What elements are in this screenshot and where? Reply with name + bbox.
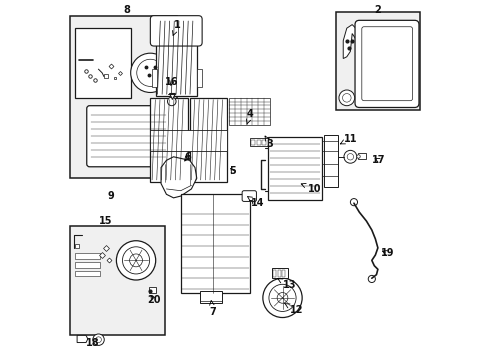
Circle shape: [269, 284, 296, 311]
Text: 5: 5: [229, 166, 236, 176]
Bar: [190, 98, 227, 182]
Circle shape: [277, 293, 288, 303]
Bar: [272, 268, 288, 278]
Bar: [150, 130, 227, 152]
Text: 4: 4: [246, 109, 254, 124]
FancyBboxPatch shape: [150, 16, 202, 46]
FancyBboxPatch shape: [362, 27, 413, 101]
Circle shape: [137, 59, 164, 86]
Bar: [75, 253, 100, 258]
Circle shape: [263, 278, 302, 318]
Bar: [75, 271, 100, 276]
Bar: [75, 28, 131, 98]
Bar: [282, 270, 285, 277]
Text: 3: 3: [265, 136, 273, 149]
Bar: [268, 140, 271, 145]
Text: 13: 13: [278, 279, 296, 291]
Text: 10: 10: [301, 183, 321, 194]
Text: 7: 7: [210, 301, 216, 317]
Text: 19: 19: [381, 248, 394, 258]
Bar: [336, 12, 420, 111]
Circle shape: [368, 275, 375, 283]
Text: 15: 15: [99, 216, 112, 226]
Text: 8: 8: [123, 5, 130, 15]
Bar: [250, 138, 292, 146]
FancyBboxPatch shape: [87, 106, 171, 167]
Circle shape: [131, 53, 170, 93]
Bar: [277, 270, 281, 277]
Text: 18: 18: [86, 338, 100, 347]
Bar: [152, 69, 157, 87]
Text: 20: 20: [147, 295, 161, 305]
Bar: [229, 98, 270, 125]
Circle shape: [168, 97, 176, 106]
Text: 12: 12: [285, 303, 303, 315]
Bar: [197, 69, 202, 87]
Bar: [358, 153, 367, 159]
FancyBboxPatch shape: [355, 20, 419, 108]
Bar: [70, 16, 177, 178]
Bar: [273, 140, 277, 145]
Text: 11: 11: [341, 134, 357, 144]
Bar: [156, 19, 197, 96]
Text: 9: 9: [108, 191, 115, 201]
Bar: [251, 140, 255, 145]
Text: 1: 1: [172, 19, 180, 36]
Circle shape: [350, 199, 358, 206]
Bar: [278, 140, 282, 145]
Circle shape: [347, 154, 354, 160]
Text: 2: 2: [374, 5, 381, 15]
Bar: [148, 287, 156, 293]
Bar: [75, 262, 100, 267]
Bar: [273, 270, 276, 277]
Bar: [268, 137, 322, 200]
Circle shape: [130, 254, 143, 267]
Bar: [262, 140, 266, 145]
FancyBboxPatch shape: [242, 191, 256, 202]
Circle shape: [96, 337, 101, 342]
Bar: [70, 226, 165, 336]
Bar: [257, 140, 261, 145]
Polygon shape: [161, 157, 197, 198]
Circle shape: [344, 150, 357, 163]
Bar: [284, 140, 288, 145]
Text: 6: 6: [184, 152, 191, 162]
Circle shape: [339, 90, 355, 106]
Circle shape: [117, 241, 156, 280]
Bar: [200, 291, 222, 303]
Bar: [181, 194, 250, 293]
Text: 17: 17: [372, 156, 386, 165]
Circle shape: [343, 94, 351, 102]
Circle shape: [122, 247, 149, 274]
Text: 14: 14: [247, 197, 264, 208]
Bar: [323, 135, 338, 187]
Polygon shape: [343, 24, 358, 59]
Bar: [150, 98, 188, 182]
Polygon shape: [77, 336, 88, 342]
Text: 16: 16: [165, 77, 178, 87]
Circle shape: [93, 334, 104, 345]
